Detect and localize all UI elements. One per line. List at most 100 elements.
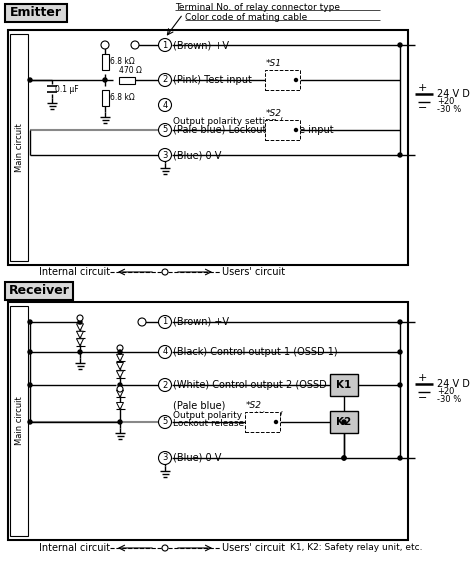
Text: *S2: *S2 xyxy=(266,109,282,118)
Text: Output polarity setting /: Output polarity setting / xyxy=(173,410,282,420)
Text: Terminal No. of relay connector type: Terminal No. of relay connector type xyxy=(175,2,340,11)
Polygon shape xyxy=(77,339,84,346)
Text: K2: K2 xyxy=(337,417,352,427)
Bar xyxy=(265,70,300,90)
Circle shape xyxy=(342,456,346,460)
Circle shape xyxy=(398,456,402,460)
Text: 5: 5 xyxy=(162,125,168,135)
Bar xyxy=(10,34,28,261)
Polygon shape xyxy=(117,402,124,409)
Circle shape xyxy=(118,383,122,387)
Text: (Brown) +V: (Brown) +V xyxy=(173,317,229,327)
Circle shape xyxy=(398,153,402,157)
Text: 0.1 μF: 0.1 μF xyxy=(55,84,78,93)
Circle shape xyxy=(138,318,146,326)
Circle shape xyxy=(28,350,32,354)
Text: 6.8 kΩ: 6.8 kΩ xyxy=(110,58,135,67)
Text: (Brown) +V: (Brown) +V xyxy=(173,40,229,50)
Circle shape xyxy=(158,378,172,392)
Text: *S2: *S2 xyxy=(246,401,262,410)
Text: 24 V DC: 24 V DC xyxy=(437,89,470,99)
Circle shape xyxy=(28,320,32,324)
Text: *S1: *S1 xyxy=(266,59,282,68)
Circle shape xyxy=(398,320,402,324)
Bar xyxy=(8,30,408,265)
Text: 5: 5 xyxy=(162,417,168,426)
Bar xyxy=(5,282,73,300)
Text: 2: 2 xyxy=(162,75,168,84)
Bar xyxy=(119,76,135,83)
Circle shape xyxy=(158,39,172,51)
Text: Internal circuit: Internal circuit xyxy=(39,267,110,277)
Polygon shape xyxy=(77,324,84,331)
Circle shape xyxy=(158,316,172,328)
Text: −: − xyxy=(418,393,427,403)
Text: (Blue) 0 V: (Blue) 0 V xyxy=(173,150,221,160)
Text: (Blue) 0 V: (Blue) 0 V xyxy=(173,453,221,463)
Circle shape xyxy=(77,315,83,321)
Circle shape xyxy=(158,345,172,359)
Text: Main circuit: Main circuit xyxy=(15,397,24,445)
Text: Internal circuit: Internal circuit xyxy=(39,543,110,553)
Text: 6.8 kΩ: 6.8 kΩ xyxy=(110,93,135,103)
Circle shape xyxy=(158,99,172,112)
Circle shape xyxy=(101,41,109,49)
Circle shape xyxy=(118,350,122,354)
Bar xyxy=(245,412,280,432)
Circle shape xyxy=(131,41,139,49)
Bar xyxy=(102,54,109,70)
Text: +: + xyxy=(418,373,427,383)
Circle shape xyxy=(158,124,172,136)
Text: 2: 2 xyxy=(162,381,168,389)
Text: -30 %: -30 % xyxy=(437,394,461,404)
Bar xyxy=(5,4,67,22)
Text: 1: 1 xyxy=(162,317,168,327)
Polygon shape xyxy=(117,370,124,378)
Circle shape xyxy=(398,43,402,47)
Text: 1: 1 xyxy=(162,40,168,50)
Text: -30 %: -30 % xyxy=(437,104,461,113)
Circle shape xyxy=(158,416,172,429)
Circle shape xyxy=(103,78,107,82)
Circle shape xyxy=(117,345,123,351)
Circle shape xyxy=(398,350,402,354)
Text: (Black) Control output 1 (OSSD 1): (Black) Control output 1 (OSSD 1) xyxy=(173,347,337,357)
Text: Users' circuit: Users' circuit xyxy=(222,267,285,277)
Text: K1: K1 xyxy=(337,380,352,390)
Text: −: − xyxy=(418,103,427,113)
Text: 24 V DC: 24 V DC xyxy=(437,379,470,389)
Text: Users' circuit: Users' circuit xyxy=(222,543,285,553)
Circle shape xyxy=(398,383,402,387)
Polygon shape xyxy=(117,355,124,361)
Text: 3: 3 xyxy=(162,150,168,160)
Text: Color code of mating cable: Color code of mating cable xyxy=(185,13,307,22)
Text: 3: 3 xyxy=(162,454,168,462)
Text: (Pink) Test input: (Pink) Test input xyxy=(173,75,252,85)
Polygon shape xyxy=(117,363,124,369)
Text: +20: +20 xyxy=(437,388,454,397)
Circle shape xyxy=(274,421,277,424)
Text: K1, K2: Safety relay unit, etc.: K1, K2: Safety relay unit, etc. xyxy=(290,544,423,552)
Text: (Pale blue): (Pale blue) xyxy=(173,401,226,411)
Circle shape xyxy=(158,149,172,161)
Circle shape xyxy=(28,383,32,387)
Bar xyxy=(10,306,28,536)
Text: +: + xyxy=(418,83,427,93)
Circle shape xyxy=(78,350,82,354)
Circle shape xyxy=(162,269,168,275)
Text: +20: +20 xyxy=(437,97,454,107)
Bar xyxy=(265,120,300,140)
Text: Lockout release input: Lockout release input xyxy=(173,420,271,429)
Circle shape xyxy=(295,128,298,132)
Polygon shape xyxy=(77,331,84,338)
Circle shape xyxy=(158,451,172,465)
Polygon shape xyxy=(117,390,124,397)
Bar xyxy=(8,302,408,540)
Circle shape xyxy=(158,74,172,87)
Circle shape xyxy=(162,545,168,551)
Bar xyxy=(330,374,358,396)
Text: 4: 4 xyxy=(162,100,168,109)
Circle shape xyxy=(342,420,346,424)
Circle shape xyxy=(118,420,122,424)
Circle shape xyxy=(28,78,32,82)
